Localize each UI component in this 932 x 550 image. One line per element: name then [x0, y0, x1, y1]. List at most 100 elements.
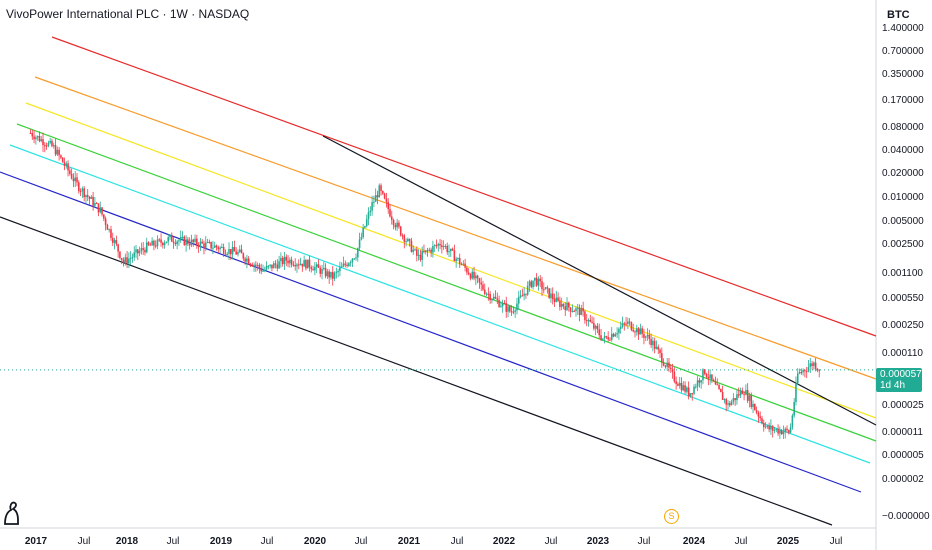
candle-body — [777, 428, 779, 434]
candle-body — [637, 328, 640, 335]
candle-body — [188, 243, 191, 246]
candle-body — [344, 263, 347, 265]
candle-body — [196, 238, 198, 245]
price-tick-label: 0.005000 — [882, 216, 924, 227]
candle-body — [138, 251, 141, 254]
candle-body — [371, 202, 373, 211]
split-event-marker[interactable]: S — [664, 509, 679, 524]
candle-body — [661, 353, 663, 363]
candle-body — [800, 372, 803, 374]
candle-body — [74, 177, 77, 182]
currency-label[interactable]: BTC — [887, 9, 910, 21]
candle-body — [736, 394, 738, 401]
candle-body — [555, 297, 558, 302]
candle-body — [582, 308, 584, 312]
candle-body — [389, 209, 391, 217]
candle-body — [153, 240, 155, 246]
candle-body — [551, 293, 554, 300]
candle-body — [29, 132, 32, 134]
candle-body — [578, 307, 581, 316]
candle-body — [591, 321, 593, 323]
candle-body — [58, 149, 60, 156]
candle-body — [106, 224, 109, 230]
candle-body — [158, 239, 161, 241]
candle-body — [680, 382, 683, 391]
candle-body — [212, 247, 214, 249]
candle-body — [49, 140, 51, 143]
candle-body — [816, 368, 819, 370]
price-tick-label: 0.040000 — [882, 145, 924, 156]
candle-body — [516, 303, 518, 311]
candle-body — [301, 263, 304, 267]
candle-body — [373, 201, 375, 203]
candle-body — [768, 425, 770, 430]
candle-body — [281, 257, 284, 264]
candle-body — [342, 263, 345, 267]
time-tick-label: Jul — [167, 536, 180, 547]
candle-body — [128, 258, 130, 264]
chart-title: VivoPower International PLC · 1W · NASDA… — [6, 7, 250, 21]
candle-body — [194, 238, 196, 242]
candle-body — [788, 430, 790, 433]
candle-body — [517, 296, 520, 304]
candle-body — [208, 241, 211, 243]
candle-body — [623, 323, 626, 325]
candle-body — [253, 264, 255, 267]
candle-body — [725, 399, 728, 405]
candle-body — [305, 260, 307, 269]
candle-body — [256, 264, 259, 266]
candle-body — [501, 303, 504, 307]
candle-body — [770, 426, 772, 430]
candle-body — [235, 251, 237, 255]
candle-body — [95, 203, 98, 205]
candle-body — [67, 163, 69, 171]
candle-body — [566, 302, 568, 311]
time-tick-label: 2022 — [493, 536, 516, 547]
candle-body — [780, 430, 783, 435]
candle-body — [739, 390, 742, 396]
candle-body — [187, 239, 189, 244]
candle-body — [369, 210, 372, 213]
candle-body — [226, 253, 229, 255]
candle-body — [550, 293, 552, 298]
candle-body — [129, 257, 132, 259]
candle-body — [498, 299, 500, 307]
candle-body — [625, 323, 627, 325]
price-tick-label: 0.000002 — [882, 474, 924, 485]
candle-body — [494, 296, 497, 299]
candle-body — [560, 303, 563, 307]
candle-body — [88, 196, 91, 199]
time-tick-label: 2023 — [587, 536, 610, 547]
candle-body — [775, 428, 778, 430]
candle-body — [804, 370, 806, 372]
candle-body — [779, 430, 781, 434]
candle-body — [110, 229, 112, 238]
candle-body — [473, 271, 475, 279]
candle-body — [666, 362, 668, 367]
price-tick-label: 0.000011 — [882, 427, 923, 438]
candle-body — [356, 248, 359, 258]
candle-body — [526, 285, 529, 295]
tradingview-logo-icon[interactable] — [2, 500, 22, 526]
candle-body — [120, 258, 123, 261]
candle-body — [265, 266, 268, 270]
candle-body — [720, 388, 722, 393]
candle-body — [190, 239, 193, 246]
candle-body — [698, 380, 701, 383]
candle-body — [179, 236, 182, 241]
candle-body — [231, 247, 234, 255]
candle-body — [272, 263, 275, 269]
candle-body — [246, 258, 248, 262]
channel-line-blue — [0, 171, 862, 493]
candle-body — [478, 278, 481, 283]
candle-body — [789, 427, 792, 433]
candle-body — [403, 235, 406, 242]
candle-body — [423, 250, 425, 253]
candle-body — [741, 390, 744, 395]
candle-body — [331, 271, 334, 279]
candle-body — [362, 227, 364, 238]
candle-body — [557, 297, 559, 301]
candle-body — [45, 145, 48, 147]
